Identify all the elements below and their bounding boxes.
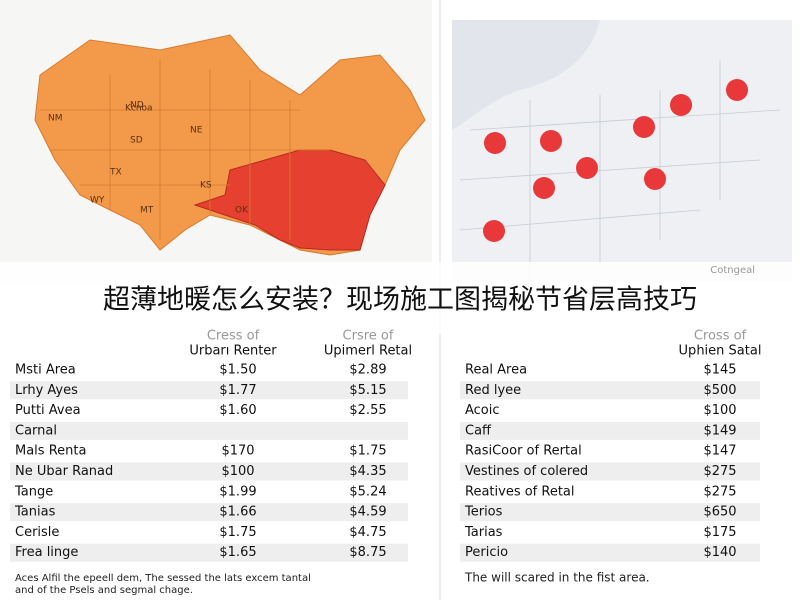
row-bg bbox=[460, 381, 760, 400]
row-label: Mals Renta bbox=[15, 444, 86, 459]
row-label: Reatives of Retal bbox=[465, 484, 575, 499]
cell-value: $175 bbox=[703, 525, 736, 540]
map-label: NM bbox=[48, 114, 63, 124]
cell-value: $1.50 bbox=[219, 363, 256, 378]
row-bg bbox=[460, 421, 760, 440]
column-header: Upimerl Retal bbox=[324, 344, 412, 359]
row-bg bbox=[10, 543, 408, 562]
row-bg bbox=[460, 462, 760, 481]
map-water bbox=[452, 20, 600, 130]
map-label: NE bbox=[190, 126, 203, 136]
row-label: Tanias bbox=[14, 505, 56, 520]
cell-value: $100 bbox=[221, 464, 254, 479]
cell-value: $100 bbox=[703, 403, 736, 418]
cell-value: $1.60 bbox=[219, 403, 256, 418]
cell-value: $500 bbox=[703, 383, 736, 398]
column-header: Cress of bbox=[207, 329, 260, 344]
row-bg bbox=[10, 381, 408, 400]
cell-value: $1.75 bbox=[349, 444, 386, 459]
row-label: Real Area bbox=[465, 363, 527, 378]
cell-value: $2.89 bbox=[349, 363, 386, 378]
cell-value: $1.77 bbox=[219, 383, 256, 398]
cell-value: $170 bbox=[221, 444, 254, 459]
cell-value: $5.15 bbox=[349, 383, 386, 398]
row-label: Msti Area bbox=[15, 363, 76, 378]
row-bg bbox=[460, 503, 760, 522]
row-label: Pericio bbox=[465, 545, 508, 560]
map-label: Kcnoa bbox=[125, 104, 153, 114]
cell-value: $4.75 bbox=[349, 525, 386, 540]
row-label: Terios bbox=[464, 505, 503, 520]
row-label: Cerisle bbox=[15, 525, 59, 540]
right-map bbox=[452, 20, 792, 282]
footnote: and of the Psels and segmal chage. bbox=[15, 585, 193, 596]
row-label: Red lyee bbox=[465, 383, 521, 398]
cell-value: $275 bbox=[703, 464, 736, 479]
row-label: Caff bbox=[465, 423, 492, 438]
cell-value: $1.66 bbox=[219, 505, 256, 520]
column-header: Uphien Satal bbox=[679, 344, 762, 359]
footnote: The will scared in the fist area. bbox=[464, 571, 650, 585]
map-borders bbox=[459, 60, 781, 280]
cell-value: $4.59 bbox=[349, 505, 386, 520]
cell-value: $149 bbox=[703, 423, 736, 438]
column-header: Cross of bbox=[694, 329, 747, 344]
map-label: OK bbox=[235, 206, 249, 216]
map-label: TX bbox=[109, 168, 122, 178]
cell-value: $1.99 bbox=[219, 484, 256, 499]
row-label: Tarias bbox=[464, 525, 503, 540]
footnote: Aces Alfil the epeell dem, The sessed th… bbox=[15, 573, 311, 584]
row-label: Tange bbox=[14, 484, 53, 499]
map-label: ND bbox=[130, 101, 144, 111]
cell-value: $1.75 bbox=[219, 525, 256, 540]
row-label: Putti Avea bbox=[15, 403, 81, 418]
cell-value: $1.65 bbox=[219, 545, 256, 560]
title-band bbox=[0, 262, 800, 334]
row-bg bbox=[460, 543, 760, 562]
row-bg bbox=[10, 503, 408, 522]
column-header: Crsre of bbox=[343, 329, 394, 344]
cell-value: $2.55 bbox=[349, 403, 386, 418]
row-label: Vestines of colered bbox=[465, 464, 588, 479]
row-label: Ne Ubar Ranad bbox=[15, 464, 113, 479]
map-borders bbox=[40, 60, 330, 240]
cell-value: $650 bbox=[703, 505, 736, 520]
column-header: Urbarı Renter bbox=[189, 344, 277, 359]
title: 超薄地暖怎么安装？现场施工图揭秘节省层高技巧 bbox=[103, 285, 697, 316]
map-label: MT bbox=[140, 206, 154, 216]
row-label: RasiCoor of Rertal bbox=[465, 444, 582, 459]
cell-value: $147 bbox=[703, 444, 736, 459]
cell-value: $4.35 bbox=[349, 464, 386, 479]
cell-value: $275 bbox=[703, 484, 736, 499]
row-label: Carnal bbox=[15, 423, 57, 438]
cell-value: $140 bbox=[703, 545, 736, 560]
row-label: Frea linge bbox=[15, 545, 78, 560]
map-label: WY bbox=[90, 196, 105, 206]
map-label: KS bbox=[200, 181, 212, 191]
row-bg bbox=[10, 421, 408, 440]
cell-value: $145 bbox=[703, 363, 736, 378]
cell-value: $8.75 bbox=[349, 545, 386, 560]
row-label: Lrhy Ayes bbox=[15, 383, 78, 398]
cell-value: $5.24 bbox=[349, 484, 386, 499]
left-map bbox=[0, 0, 432, 285]
row-bg bbox=[10, 462, 408, 481]
map-label: Cotngeal bbox=[710, 265, 755, 276]
row-label: Acoic bbox=[465, 403, 500, 418]
map-label: SD bbox=[130, 136, 143, 146]
map-markers bbox=[483, 79, 748, 242]
